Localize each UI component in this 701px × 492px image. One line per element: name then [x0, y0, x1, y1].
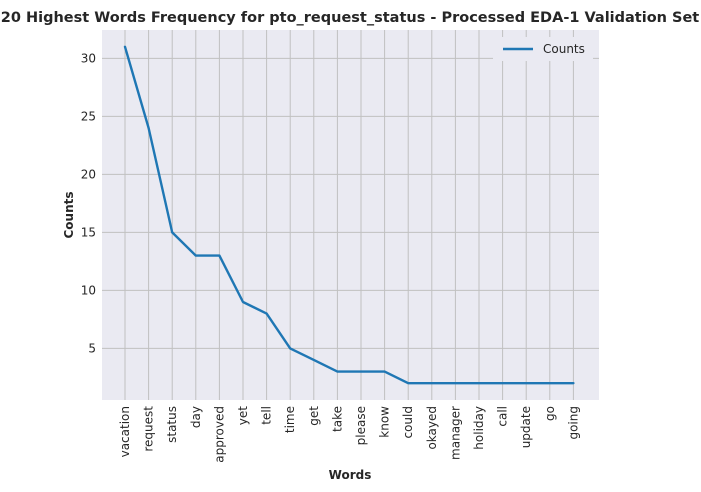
x-tick-label: go	[543, 406, 557, 421]
x-tick-label: vacation	[118, 406, 132, 457]
x-tick-label: going	[566, 406, 580, 440]
x-tick-label: please	[354, 406, 368, 445]
x-tick-label: update	[519, 406, 533, 448]
x-axis-label: Words	[329, 468, 372, 482]
x-tick-label: yet	[236, 406, 250, 425]
x-tick-label: holiday	[472, 406, 486, 450]
y-tick-label: 30	[81, 51, 96, 65]
chart-title: 20 Highest Words Frequency for pto_reque…	[1, 10, 700, 26]
x-tick-label: manager	[448, 406, 462, 460]
x-tick-label: tell	[260, 406, 274, 425]
x-tick-label: approved	[212, 406, 226, 463]
y-tick-label: 5	[88, 341, 96, 355]
x-tick-label: could	[401, 406, 415, 439]
x-tick-label: call	[496, 406, 510, 427]
y-axis-label: Counts	[62, 191, 76, 238]
y-tick-label: 25	[81, 109, 96, 123]
plot-area	[102, 30, 599, 400]
x-tick-label: okayed	[425, 406, 439, 450]
x-tick-label: status	[165, 406, 179, 443]
x-tick-label: get	[307, 406, 321, 426]
x-axis-ticks: vacation request status day approved yet tell t…	[118, 406, 580, 463]
x-tick-label: time	[283, 406, 297, 433]
x-tick-label: know	[378, 406, 392, 438]
y-tick-label: 15	[81, 225, 96, 239]
x-tick-label: take	[330, 406, 344, 432]
x-tick-label: day	[189, 406, 203, 428]
legend-label: Counts	[543, 42, 585, 56]
y-tick-label: 10	[81, 283, 96, 297]
x-tick-label: request	[142, 406, 156, 452]
legend: Counts	[493, 37, 593, 61]
y-axis-ticks: 5 10 15 20 25 30	[81, 51, 96, 355]
series-line-counts	[123, 45, 575, 385]
series-layer	[123, 45, 575, 385]
grid-lines	[102, 30, 599, 400]
y-tick-label: 20	[81, 167, 96, 181]
